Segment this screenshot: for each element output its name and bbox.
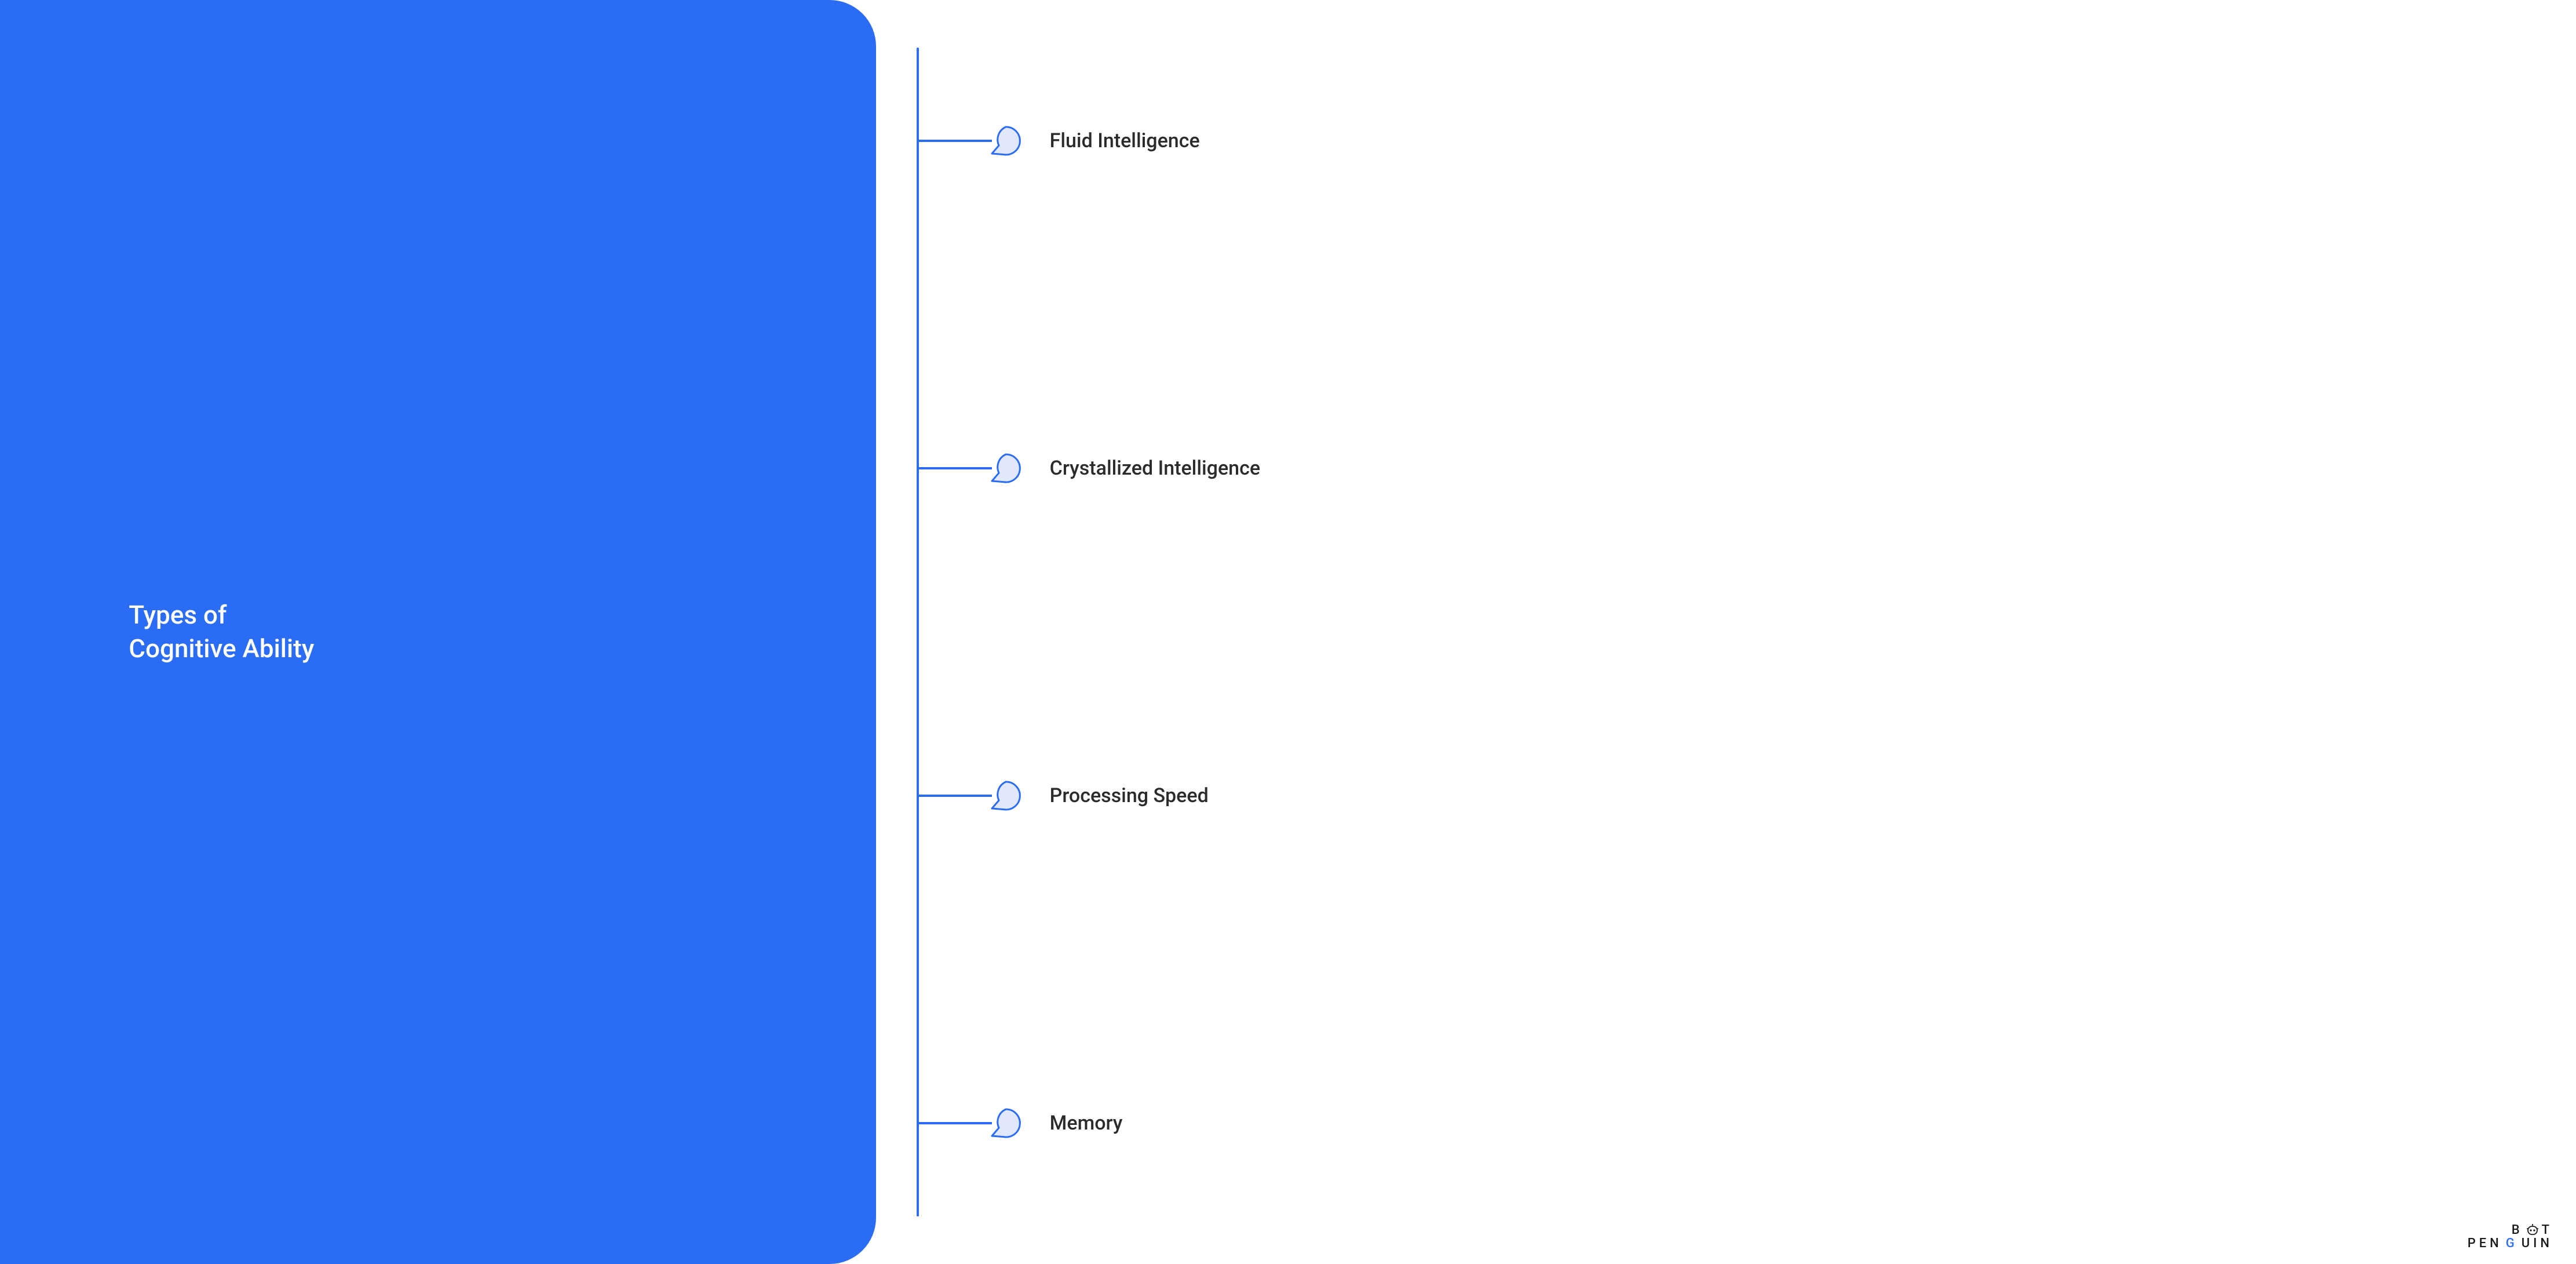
logo-text: T <box>2542 1223 2553 1237</box>
timeline-connector <box>917 795 992 797</box>
panel-title: Types of Cognitive Ability <box>129 599 314 665</box>
pin-icon <box>988 1107 1021 1139</box>
title-panel: Types of Cognitive Ability <box>0 0 876 1264</box>
logo-accent-letter: G <box>2506 1237 2518 1250</box>
robot-icon <box>2527 1224 2538 1236</box>
logo-line1: B T <box>2468 1223 2553 1237</box>
timeline-item-label: Fluid Intelligence <box>1050 129 1200 152</box>
timeline-item: Memory <box>917 1103 2553 1143</box>
content-area: Fluid Intelligence Crystallized Intellig… <box>876 0 2576 1264</box>
timeline-connector <box>917 1122 992 1124</box>
panel-title-line1: Types of <box>129 600 227 630</box>
pin-icon <box>988 452 1021 485</box>
brand-logo: B T PEN G UIN <box>2468 1223 2553 1250</box>
logo-text: PEN <box>2468 1237 2502 1250</box>
timeline-item: Processing Speed <box>917 775 2553 816</box>
timeline-node <box>988 452 1021 485</box>
timeline-connector <box>917 140 992 142</box>
timeline-item-label: Memory <box>1050 1112 1123 1135</box>
timeline-item: Crystallized Intelligence <box>917 448 2553 489</box>
pin-icon <box>988 125 1021 157</box>
timeline-node <box>988 125 1021 157</box>
timeline: Fluid Intelligence Crystallized Intellig… <box>917 23 2553 1241</box>
logo-text: UIN <box>2522 1237 2553 1250</box>
timeline-node <box>988 1107 1021 1139</box>
timeline-item-label: Processing Speed <box>1050 784 1209 807</box>
timeline-item-label: Crystallized Intelligence <box>1050 457 1260 480</box>
panel-title-line2: Cognitive Ability <box>129 633 314 664</box>
logo-text: B <box>2512 1223 2523 1237</box>
timeline-item: Fluid Intelligence <box>917 121 2553 161</box>
timeline-items: Fluid Intelligence Crystallized Intellig… <box>917 121 2553 1143</box>
logo-line2: PEN G UIN <box>2468 1237 2553 1250</box>
pin-icon <box>988 779 1021 812</box>
timeline-node <box>988 779 1021 812</box>
timeline-connector <box>917 467 992 469</box>
